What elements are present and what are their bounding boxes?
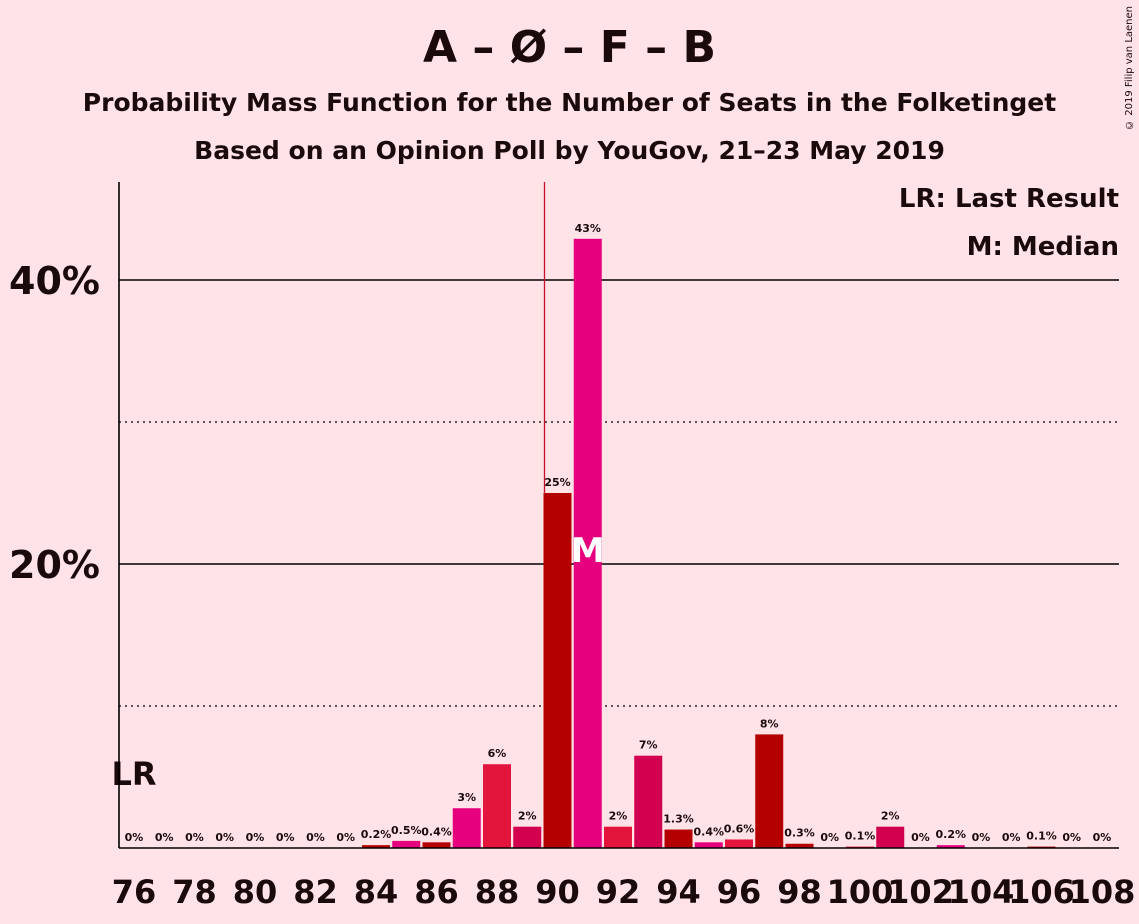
x-tick-label: 94 <box>656 873 701 911</box>
bar-value-label: 0% <box>276 831 295 844</box>
bar-value-label: 0.5% <box>391 824 422 837</box>
bar-value-label: 0% <box>215 831 234 844</box>
x-tick-label: 90 <box>535 873 580 911</box>
bar-value-label: 8% <box>760 717 779 730</box>
bar-value-label: 0% <box>1093 831 1112 844</box>
bar-seat-96 <box>725 839 753 848</box>
bar-seat-92 <box>604 826 632 848</box>
x-tick-label: 106 <box>1008 873 1075 911</box>
bar-value-label: 0% <box>306 831 325 844</box>
x-tick-label: 102 <box>887 873 954 911</box>
bar-seat-95 <box>694 842 723 848</box>
bar-seat-89 <box>513 826 542 848</box>
bar-value-label: 0.4% <box>693 825 724 838</box>
x-tick-label: 100 <box>827 873 894 911</box>
bar-seat-86 <box>422 842 451 848</box>
bar-seat-88 <box>483 764 511 848</box>
bar-value-label: 0.2% <box>361 828 392 841</box>
bar-seat-85 <box>392 840 421 848</box>
bar-value-label: 1.3% <box>663 813 694 826</box>
x-tick-label: 76 <box>112 873 157 911</box>
bar-seat-87 <box>452 808 481 848</box>
bar-value-label: 0% <box>1002 831 1021 844</box>
x-tick-label: 104 <box>948 873 1015 911</box>
y-tick-label: 20% <box>9 543 100 587</box>
bar-seat-101 <box>876 826 905 848</box>
bar-seat-103 <box>936 845 965 848</box>
bar-value-label: 0% <box>155 831 174 844</box>
bar-value-label: 25% <box>544 476 570 489</box>
y-tick-label: 40% <box>9 259 100 303</box>
chart-title: A – Ø – F – B <box>423 22 716 73</box>
bar-value-label: 0.4% <box>421 825 452 838</box>
bar-value-label: 2% <box>881 810 900 823</box>
bar-value-label: 0.6% <box>724 822 755 835</box>
x-tick-label: 86 <box>414 873 459 911</box>
legend-median: M: Median <box>966 232 1119 262</box>
bar-seat-98 <box>785 843 814 848</box>
bar-value-label: 0% <box>911 831 930 844</box>
x-tick-label: 98 <box>777 873 822 911</box>
x-tick-label: 92 <box>596 873 641 911</box>
bar-value-label: 0% <box>125 831 144 844</box>
x-tick-label: 82 <box>293 873 338 911</box>
bar-seat-94 <box>664 829 693 848</box>
x-tick-label: 84 <box>354 873 399 911</box>
bar-value-label: 0.2% <box>935 828 966 841</box>
bar-seat-93 <box>634 755 663 848</box>
bar-value-label: 6% <box>488 747 507 760</box>
bar-seat-84 <box>362 845 390 848</box>
bar-value-label: 0% <box>1062 831 1081 844</box>
bar-value-label: 0.1% <box>845 830 876 843</box>
legend-last-result: LR: Last Result <box>898 184 1119 214</box>
median-marker: M <box>571 531 605 571</box>
bar-seat-91 <box>573 238 602 848</box>
chart-source-subtitle: Based on an Opinion Poll by YouGov, 21–2… <box>194 136 945 165</box>
bar-value-label: 7% <box>639 739 658 752</box>
bar-value-label: 0% <box>185 831 204 844</box>
bar-value-label: 3% <box>457 791 476 804</box>
bar-value-label: 2% <box>518 810 537 823</box>
bar-value-label: 0% <box>246 831 265 844</box>
x-tick-label: 78 <box>172 873 217 911</box>
bar-value-label: 0% <box>820 831 839 844</box>
bar-value-label: 0% <box>336 831 355 844</box>
x-tick-label: 88 <box>475 873 520 911</box>
x-tick-label: 108 <box>1069 873 1136 911</box>
x-tick-label: 96 <box>717 873 762 911</box>
bar-value-label: 43% <box>575 222 601 235</box>
bar-seat-90 <box>543 493 572 848</box>
bar-value-label: 0% <box>972 831 991 844</box>
bar-value-label: 0.1% <box>1026 830 1057 843</box>
bar-value-label: 0.3% <box>784 827 815 840</box>
x-tick-label: 80 <box>233 873 278 911</box>
bar-value-label: 2% <box>609 810 628 823</box>
bar-seat-97 <box>755 734 784 848</box>
chart-subtitle: Probability Mass Function for the Number… <box>82 88 1057 117</box>
